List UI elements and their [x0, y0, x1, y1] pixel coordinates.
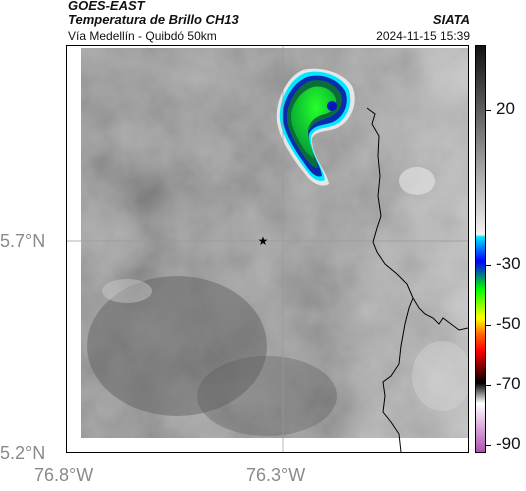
colorbar-label: -30: [496, 254, 521, 273]
latitude-label: 5.2°N: [0, 443, 46, 463]
colorbar-label: 20: [496, 99, 515, 118]
colorbar-tick: [486, 265, 491, 266]
colorbar-label: -70: [496, 374, 521, 393]
colorbar-label: -50: [496, 314, 521, 333]
border-line: [366, 107, 468, 452]
longitude-label: 76.8°W: [34, 465, 94, 485]
colorbar-label: -90: [496, 434, 521, 453]
route-subtitle: Vía Medellín - Quibdó 50km: [68, 29, 217, 43]
star-icon: ★: [258, 234, 269, 248]
longitude-label: 76.3°W: [246, 465, 306, 485]
colorbar-tick: [486, 325, 491, 326]
colorbar-tick: [486, 385, 491, 386]
convective-cloud-cell: [276, 68, 355, 186]
colorbar-tick: [486, 445, 491, 446]
product-title: Temperatura de Brillo CH13: [68, 12, 239, 27]
colorbar-tick: [486, 110, 491, 111]
datetime-label: 2024-11-15 15:39: [376, 29, 470, 43]
latitude-label: 5.7°N: [0, 231, 46, 251]
temperature-colorbar: [475, 45, 486, 453]
satellite-image: ★: [67, 46, 468, 452]
map-panel[interactable]: ★: [66, 45, 469, 453]
organization-label: SIATA: [432, 12, 470, 27]
satellite-title: GOES-EAST: [68, 0, 145, 13]
